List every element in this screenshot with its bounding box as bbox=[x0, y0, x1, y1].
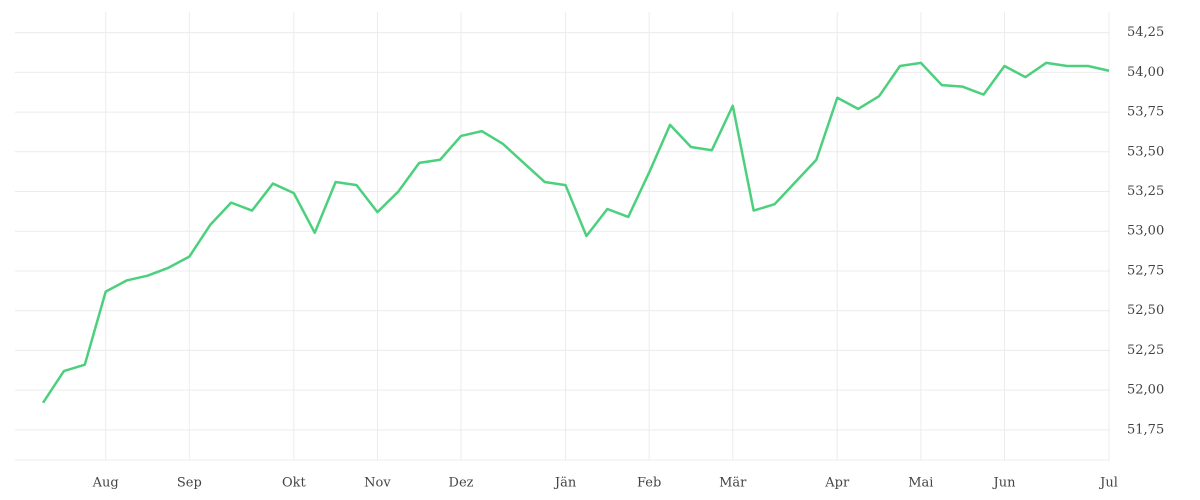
x-tick-label: Apr bbox=[824, 476, 850, 491]
x-tick-label: Feb bbox=[637, 476, 661, 491]
x-tick-label: Sep bbox=[177, 476, 202, 491]
x-tick-label: Dez bbox=[449, 476, 474, 491]
y-tick-label: 53,00 bbox=[1127, 224, 1164, 239]
y-tick-label: 51,75 bbox=[1127, 422, 1164, 437]
x-tick-label: Jun bbox=[992, 476, 1017, 491]
y-tick-label: 53,75 bbox=[1127, 105, 1164, 120]
x-tick-label: Jul bbox=[1098, 476, 1118, 491]
x-tick-label: Jän bbox=[553, 476, 577, 491]
y-tick-label: 54,00 bbox=[1127, 65, 1164, 80]
x-tick-label: Okt bbox=[282, 476, 307, 491]
y-tick-label: 52,25 bbox=[1127, 343, 1164, 358]
line bbox=[41, 61, 1110, 404]
y-tick-label: 52,75 bbox=[1127, 263, 1164, 278]
y-tick-label: 53,50 bbox=[1127, 144, 1164, 159]
y-tick-label: 54,25 bbox=[1127, 25, 1164, 40]
x-tick-label: Aug bbox=[92, 476, 119, 491]
x-tick-label: Mär bbox=[719, 476, 747, 491]
y-tick-label: 53,25 bbox=[1127, 184, 1164, 199]
y-tick-label: 52,50 bbox=[1127, 303, 1164, 318]
y-tick-label: 52,00 bbox=[1127, 383, 1164, 398]
x-tick-label: Nov bbox=[364, 476, 391, 491]
x-tick-label: Mai bbox=[908, 476, 933, 491]
